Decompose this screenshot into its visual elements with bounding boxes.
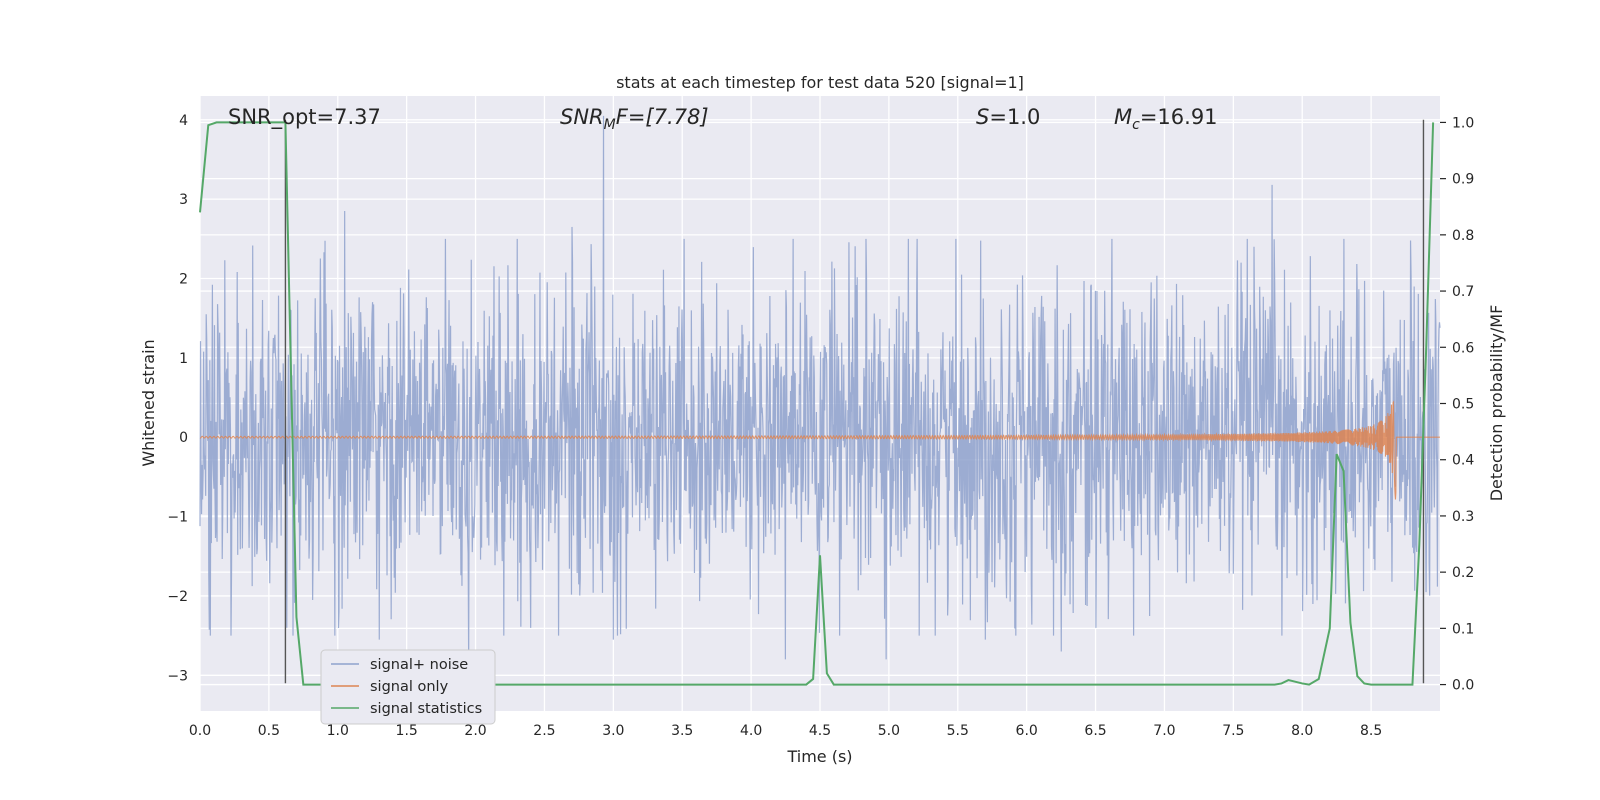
chart-title: stats at each timestep for test data 520… bbox=[616, 73, 1024, 92]
y-tick-label: 0 bbox=[179, 430, 188, 446]
x-tick-label: 2.0 bbox=[464, 723, 486, 739]
legend-label-signal-only: signal only bbox=[370, 679, 449, 695]
y2-tick-label: 0.3 bbox=[1452, 509, 1474, 525]
signal-statistics-trace bbox=[199, 121, 1435, 686]
annotation-snr-mf: SNRMF=[7.78] bbox=[560, 105, 709, 133]
x-tick-label: 3.5 bbox=[671, 723, 693, 739]
x-tick-label: 7.0 bbox=[1153, 723, 1175, 739]
x-tick-label: 5.0 bbox=[878, 723, 900, 739]
x-tick-label: 6.5 bbox=[1084, 723, 1106, 739]
x-tick-label: 6.0 bbox=[1016, 723, 1038, 739]
y-tick-label: −2 bbox=[167, 589, 188, 605]
y2-tick-label: 0.5 bbox=[1452, 397, 1474, 413]
x-tick-label: 1.5 bbox=[396, 723, 418, 739]
annotation-mc: Mc=16.91 bbox=[1114, 105, 1218, 133]
legend: signal+ noise signal only signal statist… bbox=[320, 649, 496, 725]
y2-tick-label: 0.7 bbox=[1452, 284, 1474, 300]
signal-statistics-line bbox=[199, 121, 1435, 686]
x-tick-label: 7.5 bbox=[1222, 723, 1244, 739]
y2-tick-label: 0.9 bbox=[1452, 172, 1474, 188]
y-axis-ticks: −3 −2 −1 0 1 2 3 4 bbox=[167, 113, 188, 684]
x-tick-label: 2.5 bbox=[533, 723, 555, 739]
x-tick-label: 4.5 bbox=[809, 723, 831, 739]
y2-tick-label: 0.0 bbox=[1452, 678, 1474, 694]
y-tick-label: −3 bbox=[167, 668, 188, 684]
legend-label-signal-noise: signal+ noise bbox=[370, 657, 468, 673]
x-tick-label: 4.0 bbox=[740, 723, 762, 739]
signal-only-trace bbox=[199, 400, 1440, 500]
y-tick-label: 4 bbox=[179, 113, 188, 129]
y2-tick-label: 0.2 bbox=[1452, 565, 1474, 581]
y-axis-label: Whitened strain bbox=[139, 339, 158, 466]
y2-tick-label: 0.1 bbox=[1452, 621, 1474, 637]
legend-box bbox=[320, 649, 496, 725]
y2-axis-ticks: 0.0 0.1 0.2 0.3 0.4 0.5 0.6 0.7 0.8 0.9 1.0 bbox=[1440, 115, 1474, 694]
x-tick-label: 0.0 bbox=[189, 723, 211, 739]
annotation-snr-opt: SNR_opt=7.37 bbox=[228, 105, 381, 130]
x-axis-ticks: 0.0 0.5 1.0 1.5 2.0 2.5 3.0 3.5 4.0 4.5 5.0 5.5 6.0 6… bbox=[189, 723, 1382, 739]
x-tick-label: 3.0 bbox=[602, 723, 624, 739]
y-tick-label: −1 bbox=[167, 510, 188, 526]
x-axis-label: Time (s) bbox=[786, 747, 852, 766]
y2-tick-label: 0.4 bbox=[1452, 453, 1474, 469]
y2-axis-label: Detection probability/MF bbox=[1487, 305, 1506, 502]
y2-tick-label: 0.8 bbox=[1452, 228, 1474, 244]
legend-label-signal-statistics: signal statistics bbox=[370, 701, 482, 717]
x-tick-label: 5.5 bbox=[947, 723, 969, 739]
x-tick-label: 1.0 bbox=[327, 723, 349, 739]
signal-noise-line bbox=[199, 115, 1441, 664]
annotation-s: S=1.0 bbox=[976, 105, 1040, 129]
y-tick-label: 3 bbox=[179, 192, 188, 208]
y2-tick-label: 0.6 bbox=[1452, 340, 1474, 356]
y2-tick-label: 1.0 bbox=[1452, 115, 1474, 131]
x-tick-label: 8.5 bbox=[1360, 723, 1382, 739]
signal-only-line bbox=[199, 400, 1440, 500]
x-tick-label: 8.0 bbox=[1291, 723, 1313, 739]
signal-noise-trace bbox=[199, 115, 1441, 664]
y-tick-label: 2 bbox=[179, 272, 188, 288]
x-tick-label: 0.5 bbox=[258, 723, 280, 739]
y-tick-label: 1 bbox=[179, 351, 188, 367]
